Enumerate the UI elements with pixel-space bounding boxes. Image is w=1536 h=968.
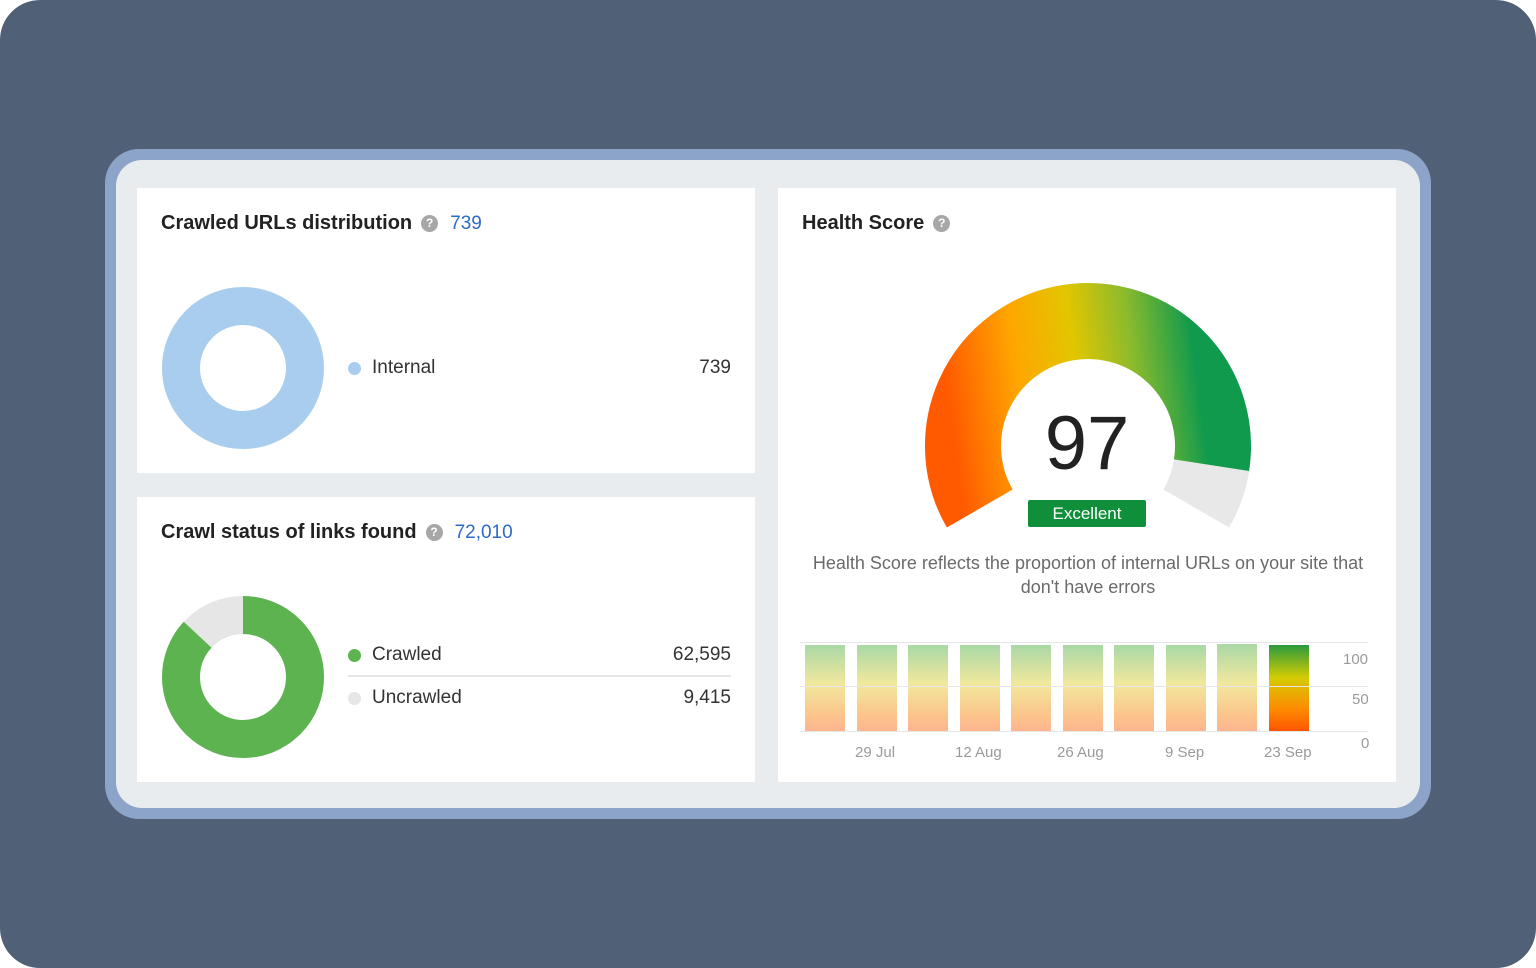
uncrawled-value[interactable]: 9,415	[683, 687, 731, 708]
gridline-0	[800, 731, 1368, 732]
crawl-status-title-row: Crawl status of links found ? 72,010	[161, 521, 513, 544]
crawled-urls-title: Crawled URLs distribution	[161, 212, 413, 234]
crawl-status-donut	[162, 596, 324, 758]
internal-dot	[348, 361, 361, 375]
crawled-dot	[348, 648, 361, 662]
y-tick-100: 100	[1343, 651, 1369, 668]
crawled-urls-title-row: Crawled URLs distribution ? 739	[161, 212, 482, 235]
x-tick-26-aug: 26 Aug	[1057, 744, 1104, 761]
health-score-title-row: Health Score ?	[802, 212, 951, 235]
trend-bar-current[interactable]	[1268, 644, 1309, 731]
trend-bar[interactable]	[1114, 644, 1154, 731]
crawl-status-title: Crawl status of links found	[161, 521, 417, 543]
trend-bar[interactable]	[856, 644, 897, 731]
x-tick-9-sep: 9 Sep	[1165, 744, 1205, 761]
health-score-title: Health Score	[802, 212, 925, 234]
trend-bar[interactable]	[1217, 643, 1257, 731]
y-tick-0: 0	[1361, 735, 1370, 752]
crawl-status-total-link[interactable]: 72,010	[454, 521, 513, 543]
trend-bar[interactable]	[805, 644, 845, 731]
crawled-urls-total-link[interactable]: 739	[450, 212, 482, 234]
internal-value[interactable]: 739	[699, 357, 731, 378]
trend-bar[interactable]	[959, 644, 1000, 731]
gridline-100	[800, 642, 1368, 643]
trend-bar[interactable]	[1011, 644, 1051, 731]
help-icon[interactable]: ?	[933, 215, 951, 232]
crawled-label: Crawled	[372, 644, 442, 665]
help-icon[interactable]: ?	[421, 215, 439, 232]
help-icon[interactable]: ?	[425, 524, 443, 541]
crawled-urls-donut	[162, 287, 324, 449]
health-score-gauge	[925, 283, 1251, 528]
status-badge: Excellent	[1028, 500, 1146, 527]
trend-bar[interactable]	[908, 644, 948, 731]
trend-bar[interactable]	[1165, 644, 1206, 731]
x-tick-12-aug: 12 Aug	[955, 744, 1002, 761]
legend-item-internal[interactable]: Internal	[348, 357, 435, 379]
gauge-fill	[925, 283, 1251, 528]
legend-item-crawled[interactable]: Crawled	[348, 644, 442, 666]
x-tick-29-jul: 29 Jul	[855, 744, 896, 761]
uncrawled-label: Uncrawled	[372, 687, 462, 708]
legend-divider	[348, 675, 731, 677]
health-score-description: Health Score reflects the proportion of …	[812, 553, 1364, 597]
internal-label: Internal	[372, 357, 436, 378]
crawled-value[interactable]: 62,595	[672, 644, 731, 665]
y-tick-50: 50	[1352, 691, 1369, 708]
uncrawled-dot	[348, 691, 361, 705]
trend-bar[interactable]	[1062, 644, 1103, 731]
x-tick-23-sep: 23 Sep	[1264, 744, 1312, 761]
crawled-slice[interactable]	[162, 596, 324, 758]
internal-slice[interactable]	[162, 287, 324, 449]
legend-item-uncrawled[interactable]: Uncrawled	[348, 687, 462, 709]
health-score-value: 97	[1044, 401, 1130, 486]
gridline-50	[800, 686, 1368, 687]
